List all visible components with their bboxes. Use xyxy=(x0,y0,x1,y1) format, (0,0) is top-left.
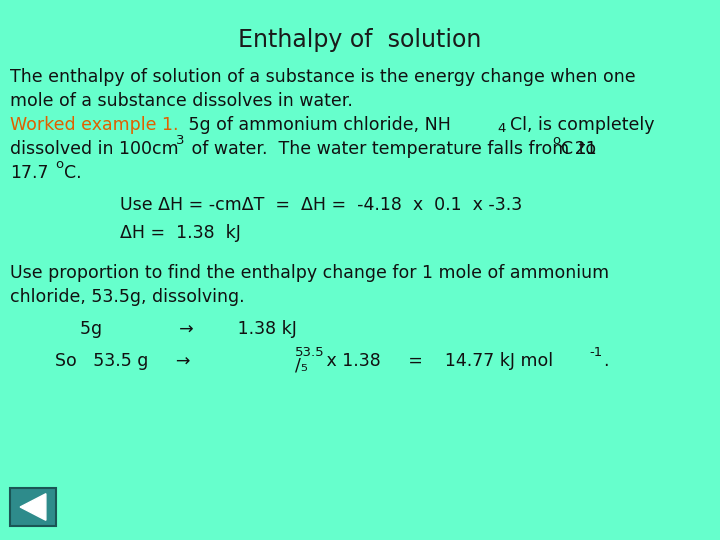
FancyBboxPatch shape xyxy=(10,488,56,526)
Text: chloride, 53.5g, dissolving.: chloride, 53.5g, dissolving. xyxy=(10,288,245,306)
Text: of water.  The water temperature falls from 21: of water. The water temperature falls fr… xyxy=(186,140,597,158)
Text: o: o xyxy=(552,134,560,147)
Text: Enthalpy of  solution: Enthalpy of solution xyxy=(238,28,482,52)
Text: The enthalpy of solution of a substance is the energy change when one: The enthalpy of solution of a substance … xyxy=(10,68,636,86)
Text: 5g              →        1.38 kJ: 5g → 1.38 kJ xyxy=(80,320,297,338)
Text: Use proportion to find the enthalpy change for 1 mole of ammonium: Use proportion to find the enthalpy chan… xyxy=(10,264,609,282)
Text: So   53.5 g     →: So 53.5 g → xyxy=(55,352,190,370)
Text: x 1.38     =    14.77 kJ mol: x 1.38 = 14.77 kJ mol xyxy=(321,352,553,370)
Text: o: o xyxy=(55,158,63,171)
Text: C.: C. xyxy=(64,164,81,182)
Text: C to: C to xyxy=(561,140,596,158)
Text: mole of a substance dissolves in water.: mole of a substance dissolves in water. xyxy=(10,92,353,110)
Text: Worked example 1.: Worked example 1. xyxy=(10,116,179,134)
Text: -1: -1 xyxy=(589,346,602,359)
Text: dissolved in 100cm: dissolved in 100cm xyxy=(10,140,179,158)
Text: 3: 3 xyxy=(176,134,184,147)
Text: Use ΔH = -cmΔT  =  ΔH =  -4.18  x  0.1  x -3.3: Use ΔH = -cmΔT = ΔH = -4.18 x 0.1 x -3.3 xyxy=(120,196,522,214)
Text: /₅: /₅ xyxy=(295,356,308,374)
Polygon shape xyxy=(20,494,46,521)
Text: 4: 4 xyxy=(497,122,505,135)
Text: .: . xyxy=(603,352,608,370)
Text: Cl, is completely: Cl, is completely xyxy=(510,116,654,134)
Text: 53.5: 53.5 xyxy=(295,346,325,359)
Text: 5g of ammonium chloride, NH: 5g of ammonium chloride, NH xyxy=(183,116,451,134)
Text: ΔH =  1.38  kJ: ΔH = 1.38 kJ xyxy=(120,224,241,242)
Text: 17.7: 17.7 xyxy=(10,164,48,182)
